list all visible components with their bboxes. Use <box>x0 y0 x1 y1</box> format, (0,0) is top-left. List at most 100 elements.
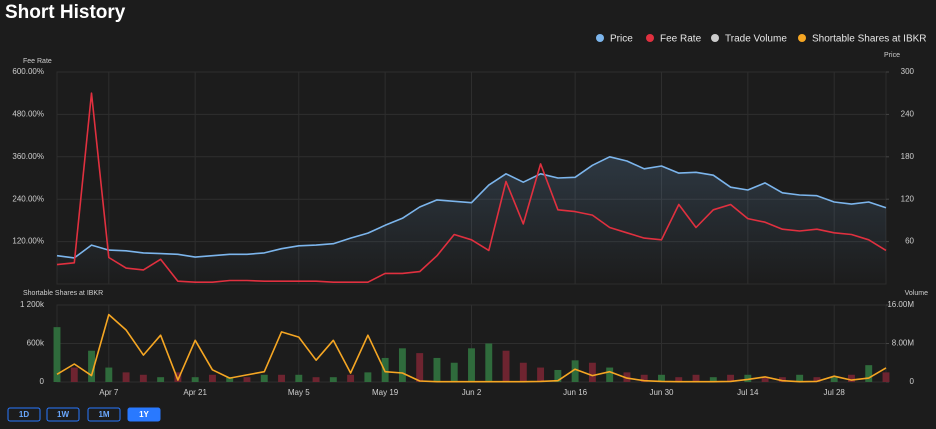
bar <box>709 377 717 382</box>
bar <box>88 350 95 382</box>
bar <box>485 343 493 382</box>
legend-label: Shortable Shares at IBKR <box>812 34 927 45</box>
y2-tick-label: 120 <box>901 194 915 203</box>
bar <box>692 374 700 382</box>
bar <box>554 369 562 382</box>
bar <box>468 348 475 382</box>
legend-label: Fee Rate <box>660 34 702 45</box>
y2-tick-label: 180 <box>901 152 915 161</box>
line <box>56 156 887 259</box>
bar <box>640 374 648 382</box>
bar <box>675 377 683 382</box>
x-tick-label: Jul 14 <box>737 388 759 397</box>
bar <box>312 377 320 382</box>
y2-tick-label: 16.00M <box>887 300 914 309</box>
y-tick-label: 600.00% <box>12 67 44 76</box>
x-tick-label: Apr 21 <box>183 388 207 397</box>
bar <box>157 377 165 382</box>
area <box>57 156 886 284</box>
bar <box>122 372 130 382</box>
bar <box>778 377 786 382</box>
page-title: Short History <box>5 2 126 23</box>
bar <box>53 327 61 382</box>
bar <box>519 362 527 382</box>
y-tick-label: 600k <box>27 339 45 348</box>
bar <box>865 365 873 382</box>
y-tick-label: 0 <box>40 377 45 386</box>
bar <box>813 377 821 382</box>
y2-tick-label: 240 <box>901 110 915 119</box>
bar <box>623 372 631 382</box>
bar <box>364 372 372 382</box>
y2-axis-title: Price <box>884 52 900 59</box>
y-axis-title: Shortable Shares at IBKR <box>23 290 103 297</box>
bar <box>848 374 855 382</box>
bar <box>744 374 752 382</box>
bar <box>761 377 769 382</box>
bar <box>416 353 424 382</box>
y-tick-label: 1 200k <box>20 300 45 309</box>
bar <box>433 357 441 382</box>
bar <box>243 377 251 382</box>
y2-axis-title: Volume <box>905 290 928 297</box>
bar <box>329 377 337 382</box>
range-button[interactable] <box>87 407 121 422</box>
bar <box>295 374 303 382</box>
bar <box>502 350 510 382</box>
bar <box>105 367 113 382</box>
y-axis-title: Fee Rate <box>23 58 52 65</box>
bar <box>606 367 614 382</box>
range-button-label[interactable]: 1Y <box>139 410 149 419</box>
bar <box>208 374 216 382</box>
bar <box>571 360 579 382</box>
bar <box>588 362 596 382</box>
bar <box>70 367 78 382</box>
bar <box>882 372 890 382</box>
x-tick-label: Jul 28 <box>824 388 846 397</box>
line <box>56 92 887 283</box>
range-button-label[interactable]: 1D <box>19 410 29 419</box>
legend-marker <box>798 34 806 42</box>
y-tick-label: 480.00% <box>12 110 44 119</box>
bar <box>450 362 458 382</box>
legend-marker <box>596 34 604 42</box>
x-tick-label: Jun 16 <box>563 388 588 397</box>
y2-tick-label: 300 <box>901 67 915 76</box>
y-tick-label: 360.00% <box>12 152 44 161</box>
range-button[interactable] <box>127 407 161 422</box>
legend-label: Trade Volume <box>725 34 787 45</box>
bar <box>226 377 234 382</box>
range-button-label[interactable]: 1W <box>57 410 69 419</box>
legend-label: Price <box>610 34 633 45</box>
x-tick-label: Jun 30 <box>649 388 674 397</box>
legend-marker <box>711 34 719 42</box>
bar <box>830 377 838 382</box>
y2-tick-label: 0 <box>910 377 915 386</box>
range-button-label[interactable]: 1M <box>98 410 109 419</box>
bar <box>174 372 182 382</box>
y2-tick-label: 8.00M <box>892 339 915 348</box>
y2-tick-label: 60 <box>905 237 914 246</box>
range-button[interactable] <box>7 407 41 422</box>
bar <box>658 374 665 382</box>
bar <box>398 348 406 382</box>
bar <box>139 374 147 382</box>
bar <box>278 374 285 382</box>
bar <box>347 374 355 382</box>
bar <box>260 374 268 382</box>
x-tick-label: May 5 <box>288 388 310 397</box>
x-tick-label: Jun 2 <box>462 388 482 397</box>
bar <box>191 377 199 382</box>
bar <box>537 367 545 382</box>
x-tick-label: Apr 7 <box>99 388 119 397</box>
y-tick-label: 120.00% <box>12 237 44 246</box>
bar <box>727 374 735 382</box>
range-button[interactable] <box>46 407 80 422</box>
legend-marker <box>646 34 654 42</box>
bar <box>796 374 804 382</box>
line <box>56 313 887 383</box>
x-tick-label: May 19 <box>372 388 399 397</box>
y-tick-label: 240.00% <box>12 194 44 203</box>
